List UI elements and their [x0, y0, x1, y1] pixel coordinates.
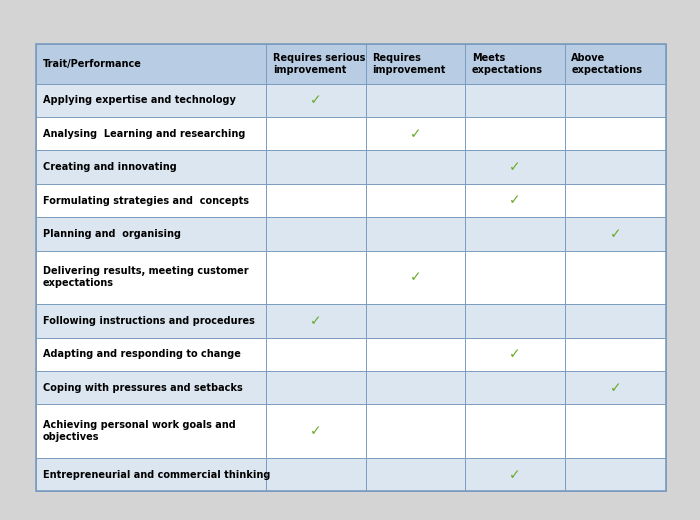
Text: ✓: ✓: [510, 160, 521, 174]
Bar: [565, 184, 666, 217]
Bar: [466, 117, 565, 150]
Bar: [36, 184, 266, 217]
Bar: [266, 371, 366, 405]
Bar: [565, 251, 666, 304]
Bar: [36, 458, 266, 491]
Bar: [466, 150, 565, 184]
Bar: [466, 184, 565, 217]
Bar: [366, 337, 466, 371]
Bar: [36, 44, 266, 84]
Text: Above
expectations: Above expectations: [571, 53, 643, 75]
Text: Requires serious
improvement: Requires serious improvement: [272, 53, 365, 75]
Bar: [266, 84, 366, 117]
Bar: [466, 371, 565, 405]
Bar: [565, 304, 666, 337]
Bar: [466, 337, 565, 371]
Text: ✓: ✓: [310, 424, 322, 438]
Bar: [366, 371, 466, 405]
Bar: [36, 371, 266, 405]
Bar: [36, 251, 266, 304]
Bar: [266, 217, 366, 251]
Text: ✓: ✓: [510, 347, 521, 361]
Bar: [266, 150, 366, 184]
Bar: [266, 337, 366, 371]
Bar: [466, 84, 565, 117]
Text: ✓: ✓: [410, 270, 421, 284]
Bar: [266, 184, 366, 217]
Text: ✓: ✓: [510, 193, 521, 207]
Text: Applying expertise and technology: Applying expertise and technology: [43, 95, 236, 105]
Bar: [466, 217, 565, 251]
Text: Entrepreneurial and commercial thinking: Entrepreneurial and commercial thinking: [43, 470, 270, 479]
Bar: [36, 337, 266, 371]
Bar: [466, 304, 565, 337]
Bar: [36, 117, 266, 150]
Bar: [36, 304, 266, 337]
Bar: [466, 44, 565, 84]
Text: Following instructions and procedures: Following instructions and procedures: [43, 316, 255, 326]
Text: ✓: ✓: [510, 467, 521, 482]
Text: Formulating strategies and  concepts: Formulating strategies and concepts: [43, 196, 248, 205]
Bar: [266, 117, 366, 150]
Bar: [266, 251, 366, 304]
Bar: [366, 84, 466, 117]
Bar: [266, 458, 366, 491]
Bar: [366, 251, 466, 304]
Bar: [36, 84, 266, 117]
Bar: [565, 150, 666, 184]
Bar: [366, 184, 466, 217]
Bar: [266, 44, 366, 84]
Text: Meets
expectations: Meets expectations: [472, 53, 542, 75]
Bar: [36, 150, 266, 184]
Bar: [366, 304, 466, 337]
Bar: [565, 117, 666, 150]
Text: Analysing  Learning and researching: Analysing Learning and researching: [43, 128, 245, 139]
Text: Achieving personal work goals and
objectives: Achieving personal work goals and object…: [43, 420, 235, 442]
Bar: [565, 371, 666, 405]
Bar: [565, 337, 666, 371]
Text: Requires
improvement: Requires improvement: [372, 53, 446, 75]
Text: Adapting and responding to change: Adapting and responding to change: [43, 349, 241, 359]
Text: Creating and innovating: Creating and innovating: [43, 162, 176, 172]
Text: ✓: ✓: [610, 227, 622, 241]
Text: ✓: ✓: [410, 127, 421, 141]
Bar: [366, 458, 466, 491]
Bar: [366, 150, 466, 184]
Text: ✓: ✓: [310, 314, 322, 328]
Bar: [366, 117, 466, 150]
Text: Trait/Performance: Trait/Performance: [43, 59, 141, 69]
Bar: [565, 405, 666, 458]
Text: Delivering results, meeting customer
expectations: Delivering results, meeting customer exp…: [43, 266, 248, 289]
Bar: [466, 251, 565, 304]
Bar: [366, 405, 466, 458]
Bar: [36, 44, 666, 491]
Bar: [466, 458, 565, 491]
Bar: [366, 44, 466, 84]
Bar: [565, 217, 666, 251]
Bar: [466, 405, 565, 458]
Bar: [366, 217, 466, 251]
Text: ✓: ✓: [310, 93, 322, 107]
Bar: [36, 44, 666, 491]
Text: ✓: ✓: [610, 381, 622, 395]
Bar: [36, 405, 266, 458]
Text: Coping with pressures and setbacks: Coping with pressures and setbacks: [43, 383, 242, 393]
Bar: [565, 44, 666, 84]
Text: Planning and  organising: Planning and organising: [43, 229, 181, 239]
Bar: [266, 304, 366, 337]
Bar: [565, 84, 666, 117]
Bar: [266, 405, 366, 458]
Bar: [565, 458, 666, 491]
Bar: [36, 217, 266, 251]
